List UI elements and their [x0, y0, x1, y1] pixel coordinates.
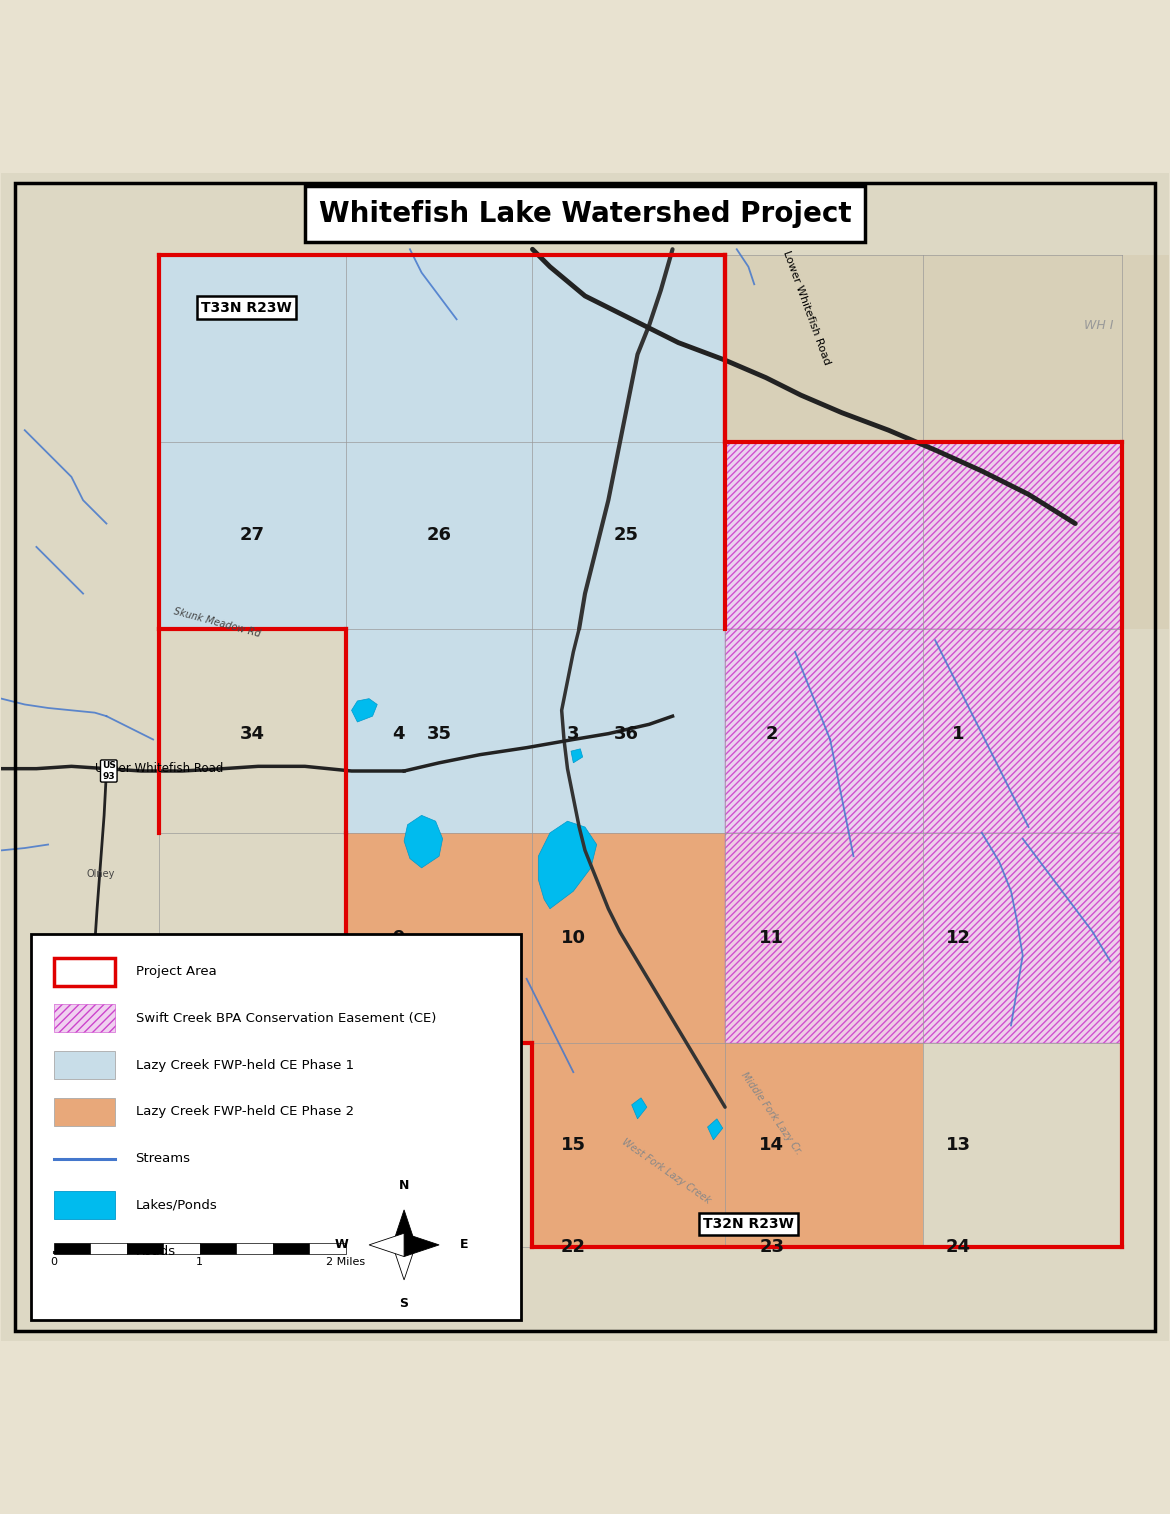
Bar: [725, 442, 1122, 628]
Text: 22: 22: [560, 1238, 586, 1257]
Text: 13: 13: [947, 1136, 971, 1154]
Polygon shape: [392, 1210, 415, 1245]
Polygon shape: [392, 1245, 415, 1279]
Text: Olney: Olney: [87, 869, 115, 878]
Text: Whitefish Lake Watershed Project: Whitefish Lake Watershed Project: [318, 200, 852, 229]
Polygon shape: [404, 1234, 439, 1257]
Text: 23: 23: [759, 1238, 784, 1257]
Bar: [159, 254, 725, 628]
Bar: [54, 1051, 115, 1079]
Bar: [725, 254, 1169, 628]
Polygon shape: [71, 990, 147, 1084]
Polygon shape: [404, 816, 442, 868]
Bar: [54, 1192, 115, 1219]
Text: Lakes/Ponds: Lakes/Ponds: [136, 1199, 218, 1211]
Text: T33N R23W: T33N R23W: [201, 301, 291, 315]
Bar: [90, 1243, 126, 1254]
Text: 24: 24: [947, 1238, 971, 1257]
Text: 10: 10: [560, 930, 586, 946]
Bar: [200, 1243, 236, 1254]
Text: Upper Whitefish Road: Upper Whitefish Road: [95, 762, 223, 775]
Text: N: N: [399, 1179, 410, 1193]
Polygon shape: [369, 1234, 404, 1257]
Text: Swift Creek BPA Conservation Easement (CE): Swift Creek BPA Conservation Easement (C…: [136, 1011, 436, 1025]
Polygon shape: [538, 821, 597, 908]
Bar: [164, 1243, 200, 1254]
Text: 2: 2: [765, 725, 778, 743]
Polygon shape: [571, 749, 583, 763]
Bar: [126, 1243, 164, 1254]
Text: 26: 26: [427, 527, 452, 544]
Text: Middle Fork Lazy Cr.: Middle Fork Lazy Cr.: [739, 1070, 804, 1157]
Bar: [236, 1243, 273, 1254]
Text: 34: 34: [240, 725, 264, 743]
Text: 27: 27: [240, 527, 264, 544]
Text: 12: 12: [947, 930, 971, 946]
Polygon shape: [312, 1034, 349, 1113]
Text: Lazy Creek FWP-held CE Phase 1: Lazy Creek FWP-held CE Phase 1: [136, 1058, 353, 1072]
Text: T32N R23W: T32N R23W: [703, 1217, 794, 1231]
Polygon shape: [351, 698, 377, 722]
Text: 35: 35: [427, 725, 452, 743]
Bar: [725, 628, 1122, 833]
Text: 36: 36: [613, 725, 639, 743]
Text: 4: 4: [392, 725, 405, 743]
Text: 9: 9: [392, 930, 405, 946]
Bar: [309, 1243, 345, 1254]
Text: West Fork Lazy Creek: West Fork Lazy Creek: [620, 1137, 713, 1205]
Bar: [30, 934, 521, 1320]
Text: Skunk Meadow Rd: Skunk Meadow Rd: [173, 606, 262, 639]
Text: 1: 1: [952, 725, 965, 743]
Text: Lower Whitefish Road: Lower Whitefish Road: [782, 250, 832, 366]
Text: Roads: Roads: [136, 1246, 176, 1258]
Bar: [725, 833, 1122, 1043]
Bar: [345, 833, 923, 1043]
Text: Streams: Streams: [136, 1152, 191, 1166]
Polygon shape: [632, 1098, 647, 1119]
Text: W: W: [335, 1238, 347, 1252]
Text: 0: 0: [50, 1257, 57, 1267]
Bar: [532, 1043, 923, 1248]
Bar: [273, 1243, 309, 1254]
Bar: [54, 1243, 90, 1254]
Polygon shape: [708, 1119, 723, 1140]
Text: 25: 25: [613, 527, 639, 544]
Text: 16: 16: [386, 1136, 411, 1154]
Text: WH I: WH I: [1083, 318, 1114, 332]
Text: 15: 15: [560, 1136, 586, 1154]
Text: Lazy Creek FWP-held CE Phase 2: Lazy Creek FWP-held CE Phase 2: [136, 1105, 353, 1119]
Bar: [54, 1004, 115, 1033]
Text: US
93: US 93: [102, 762, 116, 781]
Text: S: S: [400, 1297, 408, 1311]
Text: 2 Miles: 2 Miles: [326, 1257, 365, 1267]
Text: 14: 14: [759, 1136, 784, 1154]
Text: E: E: [460, 1238, 469, 1252]
Bar: [345, 442, 923, 833]
Bar: [54, 958, 115, 986]
Text: 1: 1: [197, 1257, 204, 1267]
Text: Project Area: Project Area: [136, 966, 216, 978]
Text: 3: 3: [567, 725, 579, 743]
Bar: [54, 1098, 115, 1126]
Text: 11: 11: [759, 930, 784, 946]
